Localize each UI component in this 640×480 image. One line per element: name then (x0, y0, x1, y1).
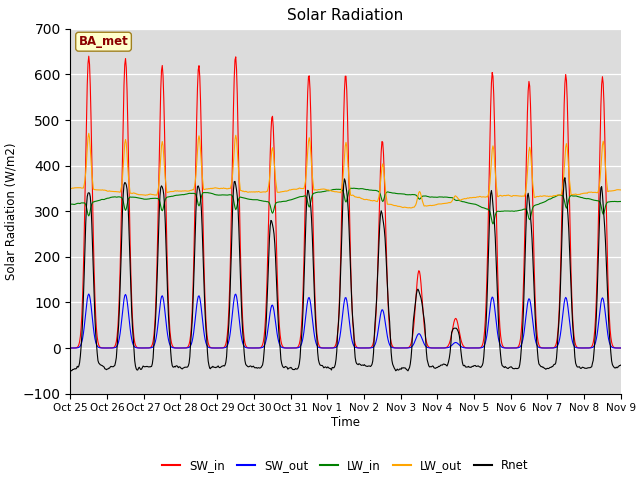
SW_out (190, 330, 198, 336)
Rnet (404, 368, 412, 374)
SW_out (413, 333, 421, 338)
Rnet (189, 303, 196, 309)
SW_out (617, 345, 625, 351)
SW_out (134, 345, 141, 351)
SW_in (413, 278, 421, 284)
SW_in (434, 345, 442, 351)
SW_out (85, 291, 93, 297)
Rnet (429, 363, 437, 369)
LW_out (134, 192, 141, 197)
LW_out (85, 131, 93, 136)
LW_out (406, 205, 414, 211)
LW_out (430, 203, 438, 208)
LW_in (489, 221, 497, 227)
SW_in (429, 345, 437, 351)
Rnet (561, 175, 569, 180)
Rnet (133, 367, 141, 373)
LW_in (350, 185, 358, 191)
Legend: SW_in, SW_out, LW_in, LW_out, Rnet: SW_in, SW_out, LW_in, LW_out, Rnet (157, 454, 534, 477)
LW_in (77, 201, 84, 206)
Line: LW_out: LW_out (70, 133, 621, 208)
Rnet (218, 363, 226, 369)
Line: SW_out: SW_out (70, 294, 621, 348)
LW_out (67, 185, 74, 191)
SW_in (67, 345, 74, 351)
LW_in (218, 192, 226, 198)
SW_out (67, 345, 74, 351)
SW_in (77, 334, 84, 339)
LW_out (77, 185, 84, 191)
LW_out (219, 186, 227, 192)
Rnet (77, 353, 84, 359)
Y-axis label: Solar Radiation (W/m2): Solar Radiation (W/m2) (4, 143, 17, 280)
LW_in (189, 191, 196, 196)
Line: Rnet: Rnet (70, 178, 621, 371)
SW_in (190, 263, 198, 268)
LW_out (190, 187, 198, 192)
SW_out (434, 345, 442, 351)
Line: LW_in: LW_in (70, 188, 621, 224)
Line: SW_in: SW_in (70, 56, 621, 348)
Rnet (413, 288, 421, 293)
SW_in (85, 53, 93, 59)
LW_in (413, 193, 421, 199)
Rnet (67, 367, 74, 373)
LW_in (617, 199, 625, 204)
LW_out (617, 187, 625, 193)
LW_in (67, 201, 74, 207)
SW_out (219, 345, 227, 351)
LW_in (429, 194, 437, 200)
SW_in (134, 345, 141, 350)
LW_in (133, 195, 141, 201)
SW_in (219, 345, 227, 351)
SW_in (617, 345, 625, 351)
X-axis label: Time: Time (331, 416, 360, 429)
LW_out (414, 193, 422, 199)
Rnet (617, 362, 625, 368)
Text: BA_met: BA_met (79, 35, 129, 48)
Title: Solar Radiation: Solar Radiation (287, 9, 404, 24)
SW_out (77, 343, 84, 349)
SW_out (429, 345, 437, 351)
